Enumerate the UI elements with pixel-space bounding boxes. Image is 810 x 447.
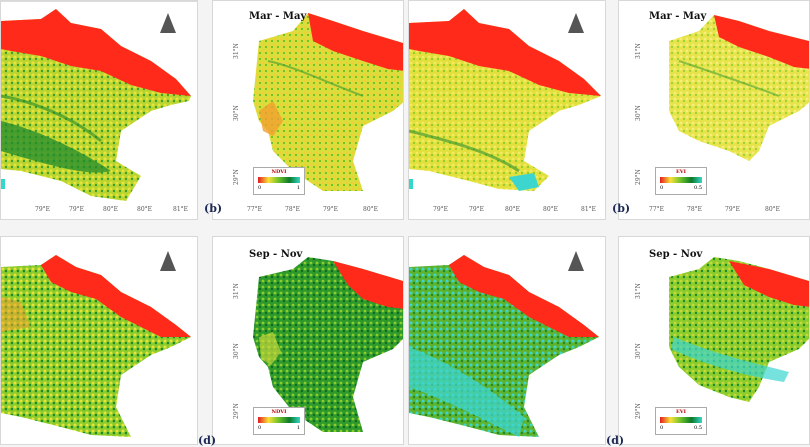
map-ndvi-sep-nov <box>253 257 403 432</box>
legend-min: 0 <box>660 425 664 431</box>
map-evi-bottom-right <box>409 255 599 437</box>
legend-colorbar <box>660 417 702 423</box>
legend-colorbar <box>258 417 300 423</box>
map-evi-mar-may <box>669 15 809 161</box>
season-title: Sep - Nov <box>249 249 303 260</box>
north-arrow-icon <box>568 251 584 271</box>
y-tick: 30°N <box>635 343 642 359</box>
map-panel-bottom-left <box>0 236 198 445</box>
x-tick: 77°E <box>247 206 263 213</box>
y-tick: 30°N <box>233 105 240 121</box>
x-tick: 80°E <box>137 206 153 213</box>
legend-min: 0 <box>258 185 262 191</box>
y-tick: 30°N <box>233 343 240 359</box>
x-tick: 77°E <box>649 206 665 213</box>
map-panel-top-right: 79°E 79°E 80°E 80°E 81°E <box>408 0 606 220</box>
map-panel-bottom-far: Sep - Nov 31°N 30°N 29°N EVI 0 0.5 <box>618 236 810 445</box>
map-panel-top-left: 79°E 79°E 80°E 80°E 81°E <box>0 0 198 220</box>
map-ndvi-mar-may <box>253 13 403 191</box>
x-tick: 79°E <box>469 206 485 213</box>
legend-evi: EVI 0 0.5 <box>655 407 707 435</box>
legend-max: 1 <box>296 185 300 191</box>
legend-fragment <box>409 179 413 189</box>
legend-ndvi: NDVI 0 1 <box>253 407 305 435</box>
x-tick: 78°E <box>285 206 301 213</box>
panel-label: (d) <box>606 434 625 447</box>
map-panel-top-mid: Mar - May 31°N 30°N 29°N NDVI 0 1 77°E 7… <box>212 0 404 220</box>
y-tick: 29°N <box>233 169 240 185</box>
north-arrow-icon <box>160 251 176 271</box>
north-arrow-icon <box>160 13 176 33</box>
map-ndvi-bottom-left <box>1 255 191 437</box>
y-tick: 31°N <box>635 43 642 59</box>
legend-min: 0 <box>660 185 664 191</box>
panel-label: (d) <box>198 434 217 447</box>
legend-ndvi: NDVI 0 1 <box>253 167 305 195</box>
y-tick: 30°N <box>635 105 642 121</box>
x-tick: 79°E <box>69 206 85 213</box>
y-tick: 29°N <box>635 403 642 419</box>
x-tick: 79°E <box>433 206 449 213</box>
panel-label: (b) <box>612 202 631 215</box>
y-tick: 31°N <box>635 283 642 299</box>
x-tick: 80°E <box>103 206 119 213</box>
x-tick: 78°E <box>687 206 703 213</box>
legend-fragment <box>1 179 5 189</box>
x-tick: 80°E <box>543 206 559 213</box>
legend-max: 0.5 <box>694 185 702 191</box>
x-tick: 80°E <box>505 206 521 213</box>
map-panel-bottom-right <box>408 236 606 445</box>
legend-colorbar <box>258 177 300 183</box>
x-tick: 81°E <box>173 206 189 213</box>
legend-title: EVI <box>675 409 687 415</box>
x-tick: 79°E <box>725 206 741 213</box>
y-tick: 29°N <box>635 169 642 185</box>
y-tick: 29°N <box>233 403 240 419</box>
season-title: Mar - May <box>649 11 707 22</box>
x-tick: 80°E <box>363 206 379 213</box>
y-tick: 31°N <box>233 283 240 299</box>
legend-max: 0.5 <box>694 425 702 431</box>
map-panel-bottom-mid: Sep - Nov 31°N 30°N 29°N NDVI 0 1 <box>212 236 404 445</box>
y-tick: 31°N <box>233 43 240 59</box>
legend-min: 0 <box>258 425 262 431</box>
legend-max: 1 <box>296 425 300 431</box>
map-evi-top-right <box>409 9 601 191</box>
north-arrow-icon <box>568 13 584 33</box>
season-title: Mar - May <box>249 11 307 22</box>
x-tick: 79°E <box>323 206 339 213</box>
legend-evi: EVI 0 0.5 <box>655 167 707 195</box>
season-title: Sep - Nov <box>649 249 703 260</box>
map-panel-top-far: Mar - May 31°N 30°N 29°N EVI 0 0.5 77°E … <box>618 0 810 220</box>
x-tick: 81°E <box>581 206 597 213</box>
legend-title: NDVI <box>271 169 287 175</box>
panel-label: (b) <box>204 202 223 215</box>
legend-title: EVI <box>675 169 687 175</box>
x-tick: 80°E <box>765 206 781 213</box>
legend-colorbar <box>660 177 702 183</box>
legend-title: NDVI <box>271 409 287 415</box>
map-evi-sep-nov <box>669 257 809 402</box>
x-tick: 79°E <box>35 206 51 213</box>
map-ndvi-top-left <box>1 1 197 201</box>
